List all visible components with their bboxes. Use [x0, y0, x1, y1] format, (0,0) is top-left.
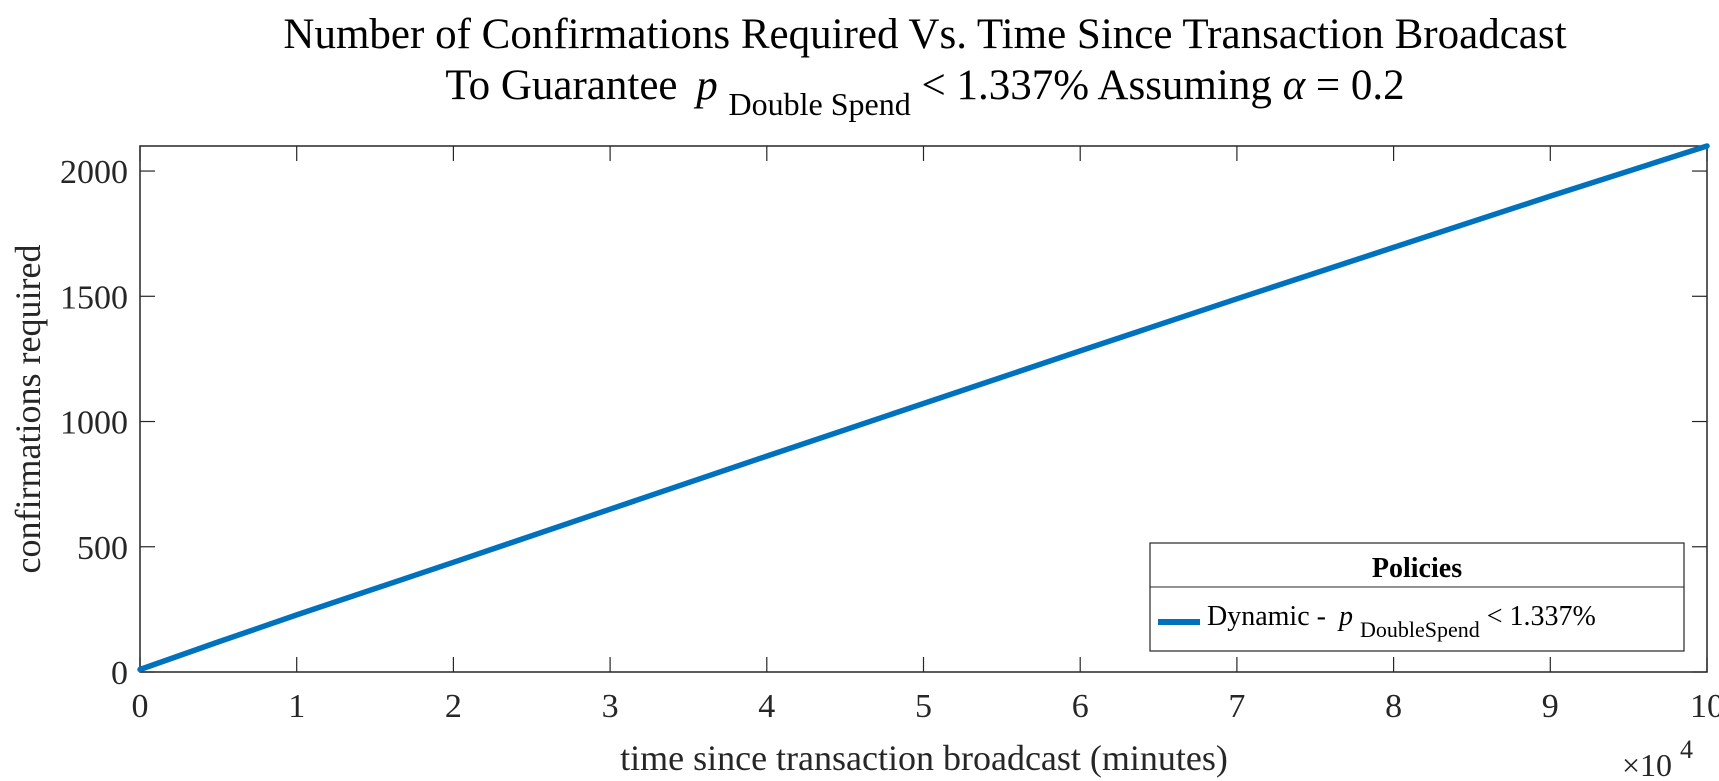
x-tick-label-6: 6	[1072, 688, 1089, 725]
title-end: = 0.2	[1316, 62, 1405, 109]
legend-entry-subscript: DoubleSpend	[1360, 617, 1480, 642]
x-tick-label-8: 8	[1385, 688, 1402, 725]
series-line-1	[137, 143, 1710, 673]
legend-entry-variable-p: p	[1337, 601, 1353, 632]
x-tick-label-0: 0	[132, 688, 149, 725]
title-alpha: α	[1283, 62, 1307, 109]
x-axis-ticks: 0 1 2 3 4 5 6 7 8 9 10	[132, 146, 1719, 725]
legend-entry-prefix: Dynamic -	[1207, 601, 1333, 632]
chart-title-line-2: To Guarantee p Double Spend < 1.337% Ass…	[445, 62, 1404, 125]
title-variable-p: p	[693, 62, 718, 109]
y-tick-label-3: 1500	[60, 279, 128, 316]
legend: Policies Dynamic - p DoubleSpend < 1.337…	[1149, 542, 1685, 652]
y-tick-label-1: 500	[77, 530, 128, 567]
legend-entry-suffix: < 1.337%	[1487, 601, 1596, 632]
y-axis-label: confirmations required	[8, 245, 48, 574]
x-tick-label-1: 1	[288, 688, 305, 725]
title-suffix: < 1.337% Assuming	[921, 62, 1282, 109]
x-tick-label-10: 10	[1690, 688, 1719, 725]
x-exponent-power: 4	[1680, 735, 1693, 764]
x-axis-label: time since transaction broadcast (minute…	[620, 738, 1228, 778]
y-tick-label-4: 2000	[60, 154, 128, 191]
series-layer	[137, 143, 1710, 673]
x-tick-label-3: 3	[602, 688, 619, 725]
x-tick-label-2: 2	[445, 688, 462, 725]
y-tick-label-0: 0	[111, 655, 128, 692]
y-axis-ticks: 0 500 1000 1500 2000	[60, 154, 1707, 692]
chart-title-line-1: Number of Confirmations Required Vs. Tim…	[283, 11, 1566, 58]
x-tick-label-4: 4	[758, 688, 775, 725]
legend-title: Policies	[1372, 553, 1462, 584]
title-prefix: To Guarantee	[445, 62, 688, 109]
title-subscript: Double Spend	[729, 86, 911, 122]
x-exponent-base: ×10	[1622, 747, 1672, 781]
x-tick-label-9: 9	[1542, 688, 1559, 725]
y-tick-label-2: 1000	[60, 405, 128, 442]
x-axis-exponent: ×10 4	[1622, 735, 1693, 781]
x-tick-label-7: 7	[1228, 688, 1245, 725]
legend-entry-series-1: Dynamic - p DoubleSpend < 1.337%	[1207, 601, 1596, 644]
x-tick-label-5: 5	[915, 688, 932, 725]
legend-box	[1149, 542, 1685, 652]
